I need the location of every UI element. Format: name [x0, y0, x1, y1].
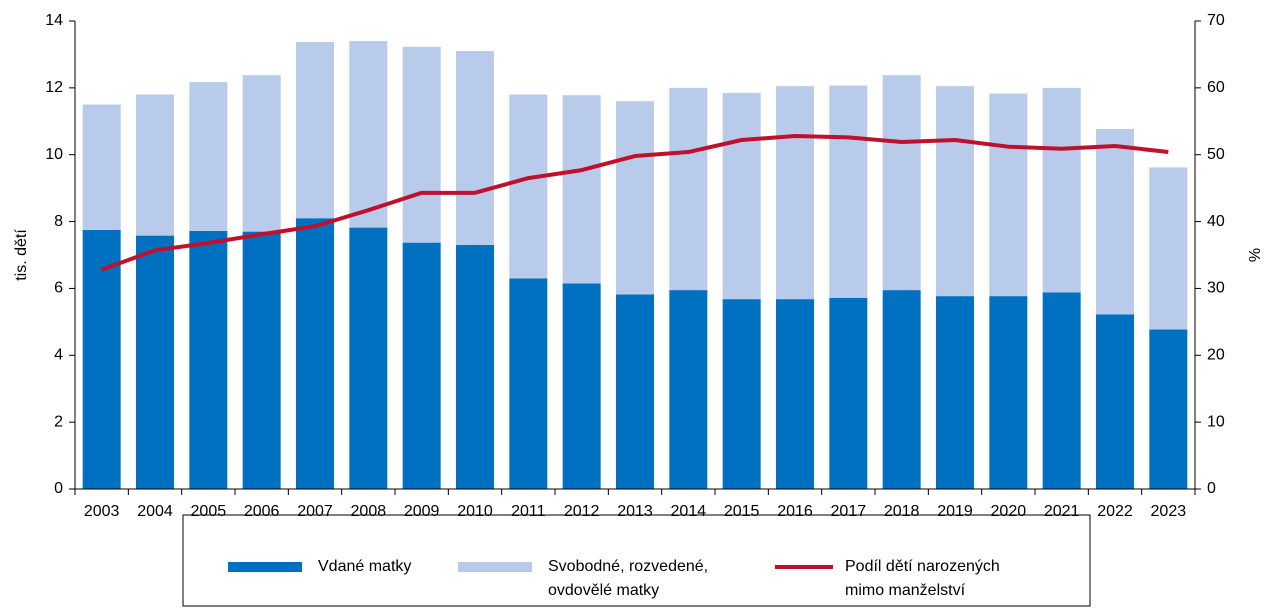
bar: [669, 87, 708, 291]
x-tick-label: 2010: [457, 503, 493, 520]
y2-tick-label: 50: [1207, 146, 1225, 163]
bar: [349, 41, 388, 228]
x-tick-label: 2017: [831, 503, 867, 520]
y2-tick-label: 40: [1207, 213, 1225, 230]
y2-tick-label: 20: [1207, 347, 1225, 364]
bar: [936, 296, 974, 489]
bar: [829, 297, 868, 489]
x-tick-label: 2021: [1044, 503, 1080, 520]
bar: [189, 230, 228, 489]
bar: [456, 244, 494, 489]
bar: [1096, 128, 1134, 315]
bar: [1149, 329, 1188, 489]
legend-swatch: [228, 562, 302, 572]
y2-tick-label: 70: [1207, 12, 1225, 29]
bar: [136, 94, 174, 236]
x-tick-label: 2012: [564, 503, 600, 520]
y-tick-label: 10: [45, 146, 63, 163]
bar: [882, 290, 921, 489]
bar: [402, 46, 441, 243]
bar: [562, 283, 601, 489]
x-tick-label: 2011: [511, 503, 546, 520]
bar: [82, 104, 121, 230]
bar: [722, 92, 761, 300]
bar: [509, 278, 548, 489]
bar: [296, 218, 334, 489]
x-tick-label: 2007: [297, 503, 333, 520]
bar: [189, 82, 228, 231]
y-axis-title: tis. dětí: [13, 229, 30, 281]
bar: [829, 85, 868, 298]
y2-tick-label: 60: [1207, 79, 1225, 96]
legend-label: Svobodné, rozvedené, ovdovělé matky: [548, 558, 713, 599]
x-tick-label: 2013: [617, 503, 653, 520]
bar: [616, 101, 654, 295]
y2-tick-label: 30: [1207, 280, 1225, 297]
bar: [242, 231, 281, 489]
x-tick-label: 2006: [244, 503, 280, 520]
y-tick-label: 0: [54, 480, 63, 497]
x-tick-label: 2019: [937, 503, 973, 520]
bar: [242, 75, 281, 232]
y2-axis-title: %: [1247, 248, 1264, 262]
x-tick-label: 2009: [404, 503, 440, 520]
y-tick-label: 4: [54, 347, 63, 364]
bar: [669, 290, 708, 489]
bar: [989, 93, 1028, 297]
bar: [722, 299, 761, 489]
x-tick-label: 2016: [777, 503, 813, 520]
x-tick-label: 2004: [137, 503, 173, 520]
y-tick-label: 6: [54, 280, 63, 297]
y-tick-label: 12: [45, 79, 63, 96]
legend-label: Vdané matky: [318, 558, 411, 575]
bar: [562, 95, 601, 284]
bar: [456, 51, 494, 245]
line: [100, 133, 1169, 272]
legend-box: [182, 514, 1091, 607]
bar: [136, 235, 174, 489]
x-tick-label: 2018: [884, 503, 920, 520]
legend-swatch: [458, 562, 532, 572]
x-tick-label: 2022: [1097, 503, 1133, 520]
bar: [882, 75, 921, 291]
legend-label: Podíl dětí narozených mimo manželství: [845, 558, 1004, 599]
bar: [402, 242, 441, 489]
bar: [349, 227, 388, 490]
y-tick-label: 2: [54, 413, 63, 430]
bar: [1096, 314, 1134, 489]
bar: [936, 86, 974, 297]
y-tick-label: 8: [54, 213, 63, 230]
x-tick-label: 2005: [191, 503, 227, 520]
x-tick-label: 2003: [84, 503, 120, 520]
bar: [296, 42, 334, 219]
x-tick-label: 2023: [1151, 503, 1187, 520]
bar: [1042, 292, 1081, 489]
y2-tick-label: 10: [1207, 413, 1225, 430]
bar: [989, 296, 1028, 489]
x-tick-label: 2008: [351, 503, 387, 520]
x-tick-label: 2020: [991, 503, 1027, 520]
bar: [509, 94, 548, 279]
y2-tick-label: 0: [1207, 480, 1216, 497]
bar: [1042, 87, 1081, 293]
bar: [82, 229, 121, 489]
bar: [776, 86, 814, 300]
bar: [776, 299, 814, 489]
y-tick-label: 14: [45, 12, 63, 29]
x-tick-label: 2014: [671, 503, 707, 520]
x-tick-label: 2015: [724, 503, 760, 520]
bar: [1149, 167, 1188, 330]
bar: [616, 294, 654, 489]
